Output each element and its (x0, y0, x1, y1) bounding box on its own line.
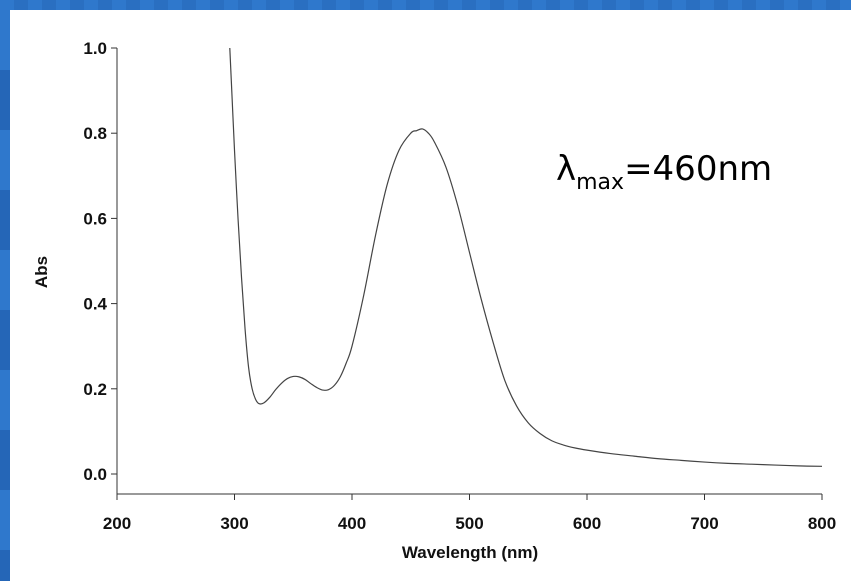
lambda-symbol: λ (556, 149, 576, 189)
absorbance-series-line (229, 47, 823, 467)
x-axis-ticks: 200 300 400 500 600 700 800 (103, 494, 836, 533)
x-axis-title: Wavelength (nm) (402, 543, 538, 562)
y-tick-label: 0.8 (83, 124, 107, 143)
y-tick-label: 0.4 (83, 295, 107, 314)
chart-panel (10, 10, 851, 581)
lambda-max-value: =460nm (624, 149, 772, 189)
y-tick-label: 1.0 (83, 39, 107, 58)
x-tick-label: 300 (220, 514, 248, 533)
y-tick-label: 0.0 (83, 465, 107, 484)
lambda-subscript: max (576, 170, 624, 195)
y-tick-label: 0.6 (83, 209, 107, 228)
x-tick-label: 600 (573, 514, 601, 533)
x-tick-label: 700 (690, 514, 718, 533)
x-tick-label: 400 (338, 514, 366, 533)
y-axis-ticks: 0.0 0.2 0.4 0.6 0.8 1.0 (83, 39, 117, 484)
y-tick-label: 0.2 (83, 380, 107, 399)
y-axis-title: Abs (32, 256, 51, 288)
lambda-max-annotation: λmax=460nm (556, 149, 772, 195)
x-tick-label: 200 (103, 514, 131, 533)
x-tick-label: 500 (455, 514, 483, 533)
x-tick-label: 800 (808, 514, 836, 533)
